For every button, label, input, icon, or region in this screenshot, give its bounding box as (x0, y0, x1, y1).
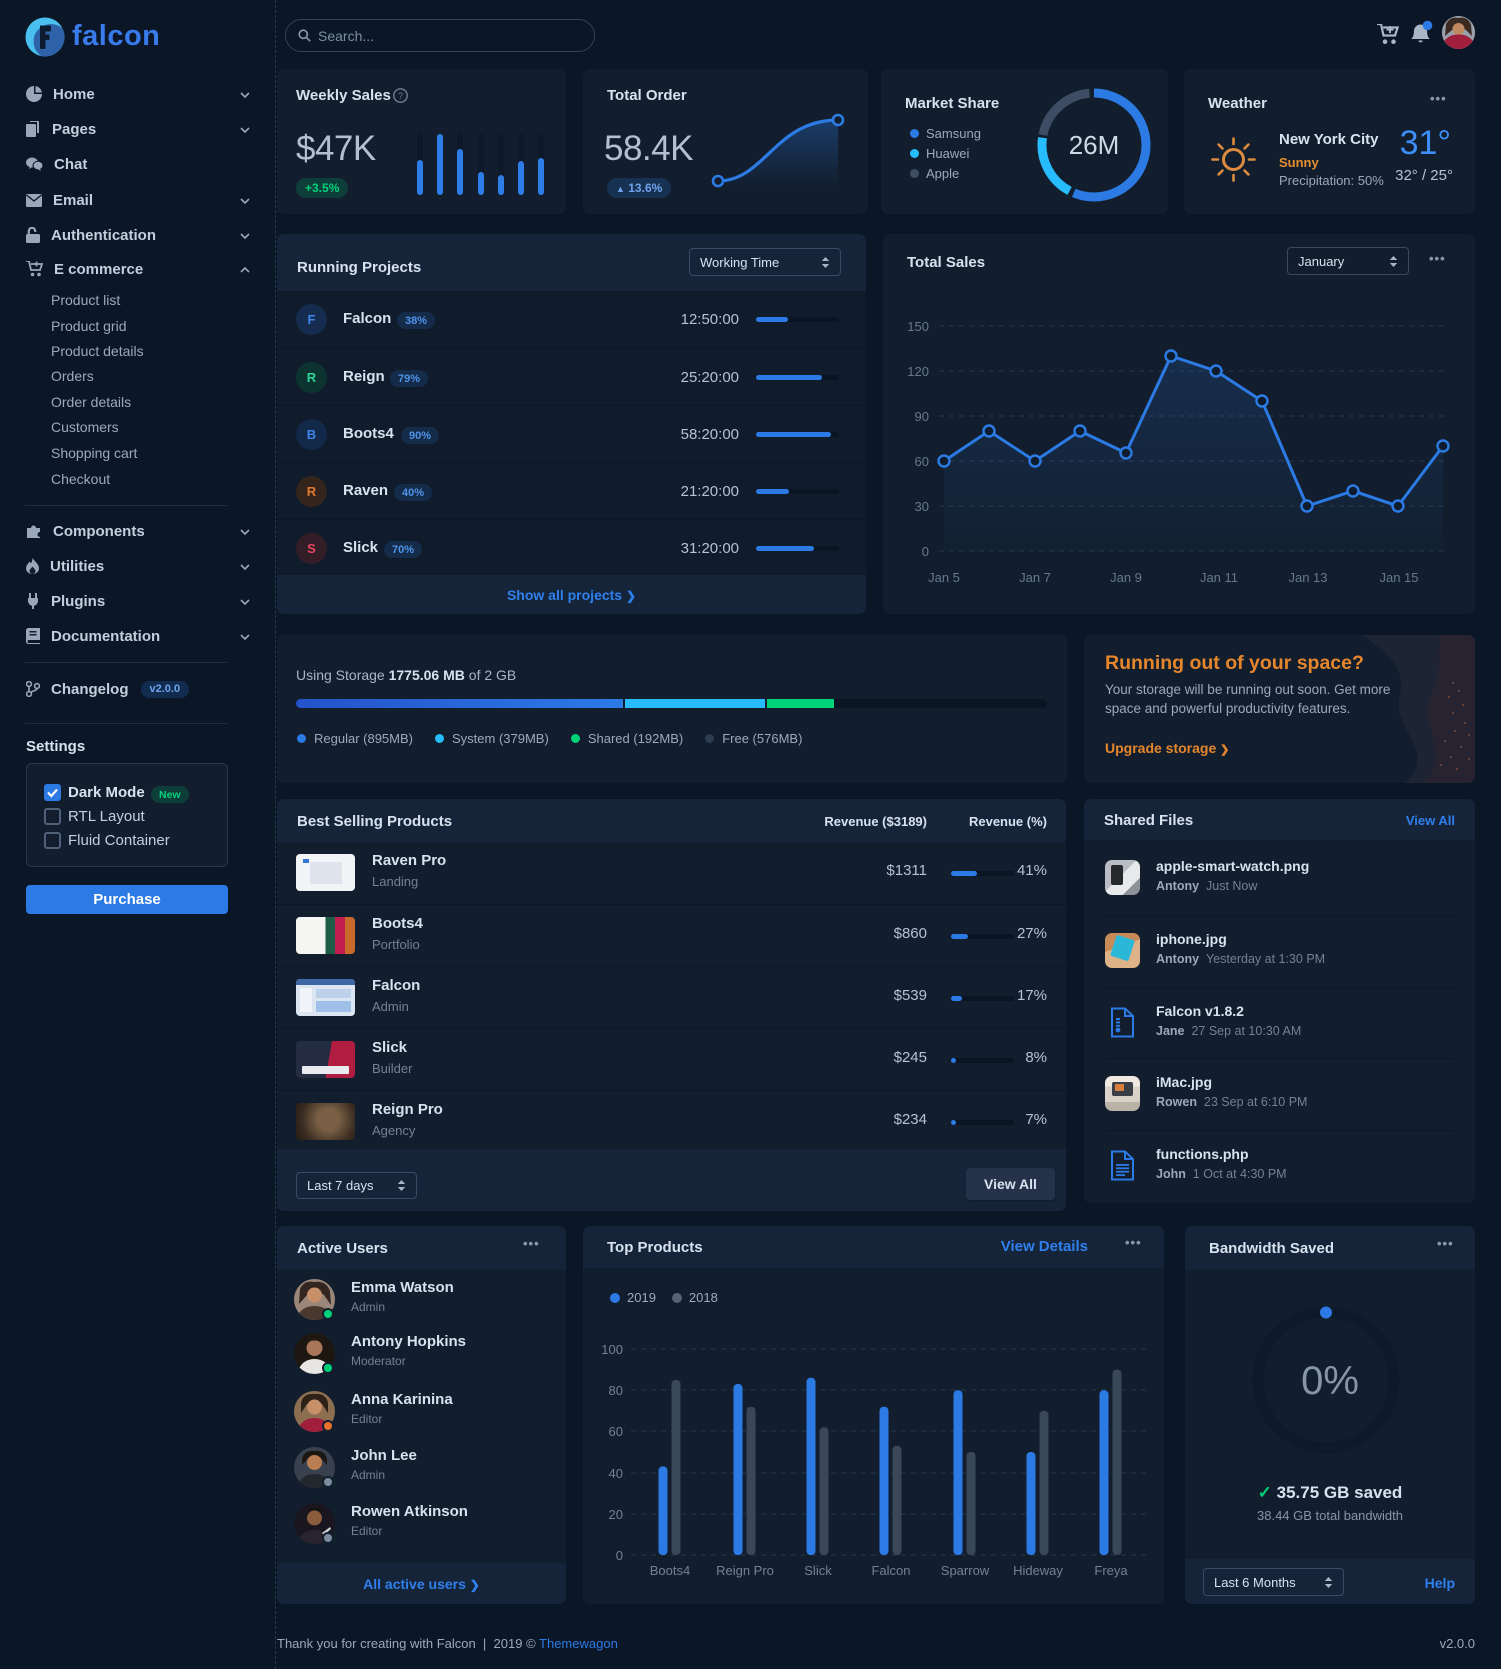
svg-text:0: 0 (616, 1548, 623, 1563)
svg-text:100: 100 (601, 1342, 623, 1357)
svg-text:Boots4: Boots4 (650, 1563, 690, 1578)
svg-text:30: 30 (915, 499, 929, 514)
svg-text:80: 80 (609, 1383, 623, 1398)
svg-text:Jan 9: Jan 9 (1110, 570, 1142, 585)
svg-text:Slick: Slick (804, 1563, 832, 1578)
svg-text:Jan 5: Jan 5 (928, 570, 960, 585)
svg-text:150: 150 (907, 319, 929, 334)
svg-text:Reign Pro: Reign Pro (716, 1563, 774, 1578)
svg-text:60: 60 (915, 454, 929, 469)
svg-text:60: 60 (609, 1424, 623, 1439)
svg-text:Jan 15: Jan 15 (1379, 570, 1418, 585)
svg-text:40: 40 (609, 1466, 623, 1481)
svg-text:Jan 7: Jan 7 (1019, 570, 1051, 585)
svg-text:Hideway: Hideway (1013, 1563, 1063, 1578)
svg-text:?: ? (398, 91, 403, 101)
svg-text:Jan 13: Jan 13 (1288, 570, 1327, 585)
svg-text:Freya: Freya (1094, 1563, 1128, 1578)
svg-text:Sparrow: Sparrow (941, 1563, 990, 1578)
svg-text:26M: 26M (1069, 130, 1120, 160)
svg-text:0: 0 (922, 544, 929, 559)
svg-text:Falcon: Falcon (871, 1563, 910, 1578)
svg-text:90: 90 (915, 409, 929, 424)
svg-text:20: 20 (609, 1507, 623, 1522)
svg-text:Jan 11: Jan 11 (1200, 570, 1238, 585)
svg-text:120: 120 (907, 364, 929, 379)
